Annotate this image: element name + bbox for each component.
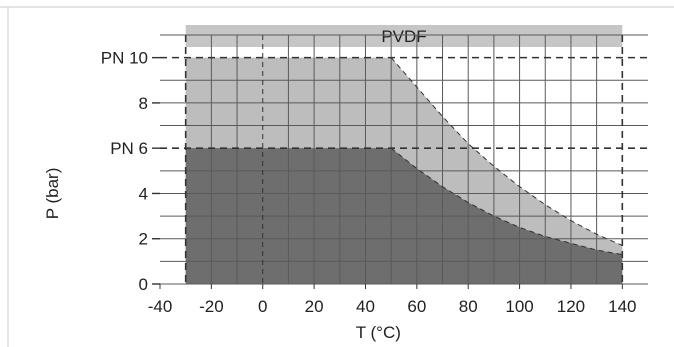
y-tick-label: PN 10 <box>101 49 148 68</box>
y-tick-label: 8 <box>139 94 148 113</box>
x-axis-label: T (°C) <box>356 323 401 342</box>
y-tick-label: 4 <box>139 184 148 203</box>
x-tick-label: 40 <box>356 297 375 316</box>
x-tick-label: -40 <box>148 297 173 316</box>
y-axis-label: P (bar) <box>43 168 62 220</box>
chart-title: PVDF <box>381 27 426 46</box>
y-tick-label: 0 <box>139 275 148 294</box>
y-axis-ticks: 0 2 4 PN 6 8 PN 10 <box>101 49 160 294</box>
derating-curve-pn10 <box>390 57 623 246</box>
x-tick-label: -20 <box>199 297 224 316</box>
x-tick-label: 120 <box>557 297 585 316</box>
y-tick-label: 2 <box>139 230 148 249</box>
x-tick-label: 100 <box>505 297 533 316</box>
x-tick-label: 80 <box>459 297 478 316</box>
x-tick-label: 140 <box>608 297 636 316</box>
x-tick-label: 20 <box>305 297 324 316</box>
material-banner <box>185 25 623 47</box>
y-tick-label: PN 6 <box>110 139 148 158</box>
reference-lines <box>160 35 648 284</box>
x-axis-ticks: -40 -20 0 20 40 60 80 100 120 140 <box>148 284 637 316</box>
grid <box>160 34 648 285</box>
x-tick-label: 0 <box>258 297 267 316</box>
x-tick-label: 60 <box>407 297 426 316</box>
derating-curve-pn6 <box>390 147 623 256</box>
